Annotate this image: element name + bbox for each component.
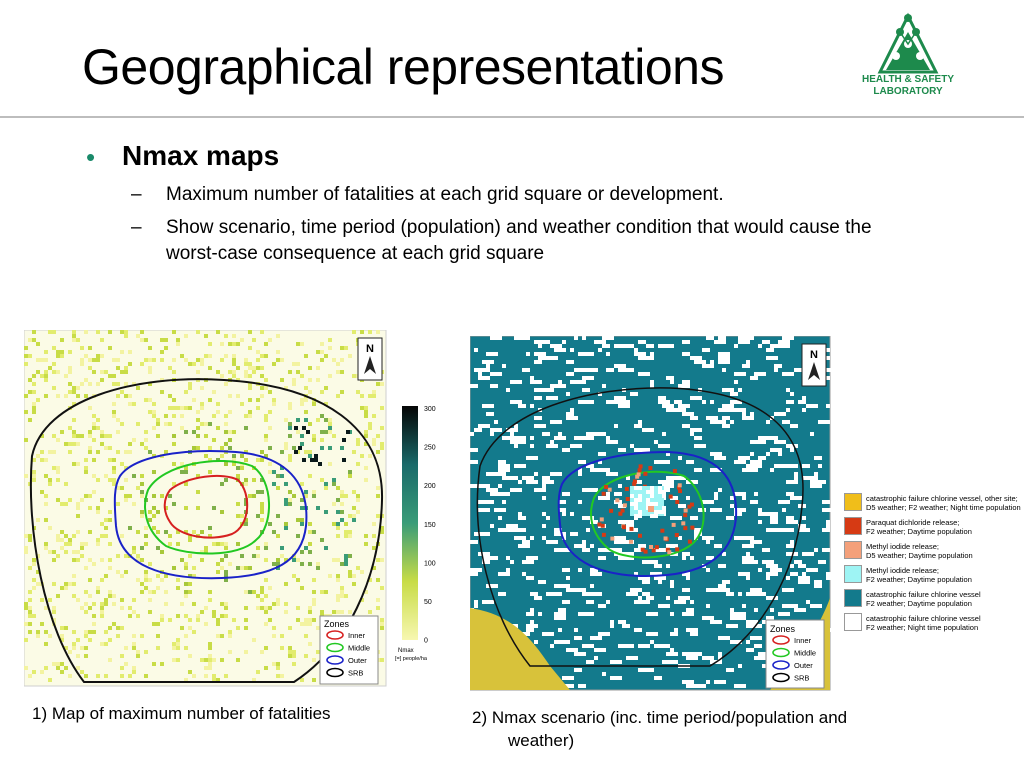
hsl-diamond-logo-icon (877, 12, 939, 74)
colorbar-tick-label: 250 (424, 445, 436, 452)
colorbar-tick-label: 300 (424, 406, 436, 413)
zone-swatch (772, 635, 790, 645)
legend-swatch (844, 517, 862, 535)
legend-item: catastrophic failure chlorine vessel F2 … (844, 588, 1024, 608)
legend-line-1: Methyl iodide release; (866, 566, 939, 575)
legend-swatch (844, 493, 862, 511)
colorbar-unit: [=] people/ha (395, 656, 428, 662)
legend-line-2: F2 weather; Night time population (866, 623, 979, 632)
legend-item: Paraquat dichloride release; F2 weather;… (844, 516, 1024, 536)
north-arrow-icon (808, 362, 820, 380)
legend-item: catastrophic failure chlorine vessel, ot… (844, 492, 1024, 512)
map2-caption: 2) Nmax scenario (inc. time period/popul… (472, 708, 848, 727)
legend-line-2: F2 weather; Daytime population (866, 575, 972, 584)
map1-caption: 1) Map of maximum number of fatalities (32, 704, 331, 723)
legend-line-1: Paraquat dichloride release; (866, 518, 960, 527)
zone-swatch (326, 667, 344, 678)
logo-line-1: HEALTH & SAFETY (861, 74, 955, 85)
legend-line-2: F2 weather; Daytime population (866, 599, 972, 608)
dash-icon: – (131, 184, 142, 205)
nmax-map-graphic: N Zones Inner Middle Outer SRB 300 250 200 150… (23, 329, 436, 687)
legend-line-2: F2 weather; Daytime population (866, 527, 972, 536)
zone-label: Inner (794, 636, 812, 645)
colorbar-tick-label: 50 (424, 599, 432, 606)
legend-line-1: catastrophic failure chlorine vessel (866, 614, 981, 623)
nmax-map: N Zones Inner Middle Outer SRB 300 250 200 150… (23, 329, 444, 688)
north-arrow-label: N (366, 343, 374, 355)
north-arrow-icon (364, 356, 376, 374)
legend-line-1: catastrophic failure chlorine vessel (866, 590, 981, 599)
zone-swatch (772, 672, 790, 683)
zone-swatch (326, 655, 344, 665)
legend-item: catastrophic failure chlorine vessel F2 … (844, 612, 1024, 632)
legend-item: Methyl iodide release; F2 weather; Dayti… (844, 564, 1024, 584)
legend-item: Methyl iodide release; D5 weather; Dayti… (844, 540, 1024, 560)
scenario-map: N Zones Inner Middle Outer SRB (469, 335, 838, 694)
bullet-dot-icon: • (86, 142, 96, 172)
zone-swatch (326, 642, 344, 653)
zone-label: Inner (348, 631, 366, 640)
legend-line-2: D5 weather; F2 weather; Night time popul… (866, 503, 1021, 512)
logo-line-2: LABORATORY (873, 86, 943, 97)
colorbar-tick-label: 200 (424, 483, 436, 490)
colorbar (402, 406, 418, 640)
page-title: Geographical representations (82, 39, 724, 95)
legend-swatch (844, 613, 862, 631)
legend-line-1: catastrophic failure chlorine vessel, ot… (866, 494, 1018, 503)
scenario-map-graphic: N Zones Inner Middle Outer SRB (469, 335, 838, 691)
zone-label: Middle (348, 644, 370, 653)
sub-bullet-text: Maximum number of fatalities at each gri… (166, 184, 724, 205)
legend-swatch (844, 541, 862, 559)
zone-swatch (326, 630, 344, 640)
dash-icon: – (131, 217, 142, 238)
zone-label: Outer (794, 661, 813, 670)
colorbar-label: Nmax (398, 648, 414, 654)
legend-line-1: Methyl iodide release; (866, 542, 939, 551)
bullet-heading: Nmax maps (122, 140, 280, 171)
title-divider (0, 116, 1024, 118)
legend-line-2: D5 weather; Daytime population (866, 551, 973, 560)
colorbar-tick-label: 0 (424, 638, 428, 645)
hsl-logo: HEALTH & SAFETY LABORATORY (858, 10, 958, 104)
zone-label: Middle (794, 649, 816, 658)
scenario-legend: catastrophic failure chlorine vessel, ot… (844, 492, 1024, 632)
zone-label: SRB (794, 674, 809, 683)
colorbar-tick-label: 100 (424, 560, 436, 567)
legend-swatch (844, 589, 862, 607)
zones-title: Zones (770, 624, 796, 634)
north-arrow-label: N (810, 349, 818, 361)
zones-title: Zones (324, 619, 350, 629)
zone-swatch (772, 660, 790, 670)
map2-caption-cont: weather) (508, 731, 575, 750)
colorbar-tick-label: 150 (424, 522, 436, 529)
zone-swatch (772, 647, 790, 658)
zone-label: Outer (348, 656, 367, 665)
legend-swatch (844, 565, 862, 583)
zone-label: SRB (348, 669, 363, 678)
sub-bullet-text: Show scenario, time period (population) … (166, 217, 872, 264)
